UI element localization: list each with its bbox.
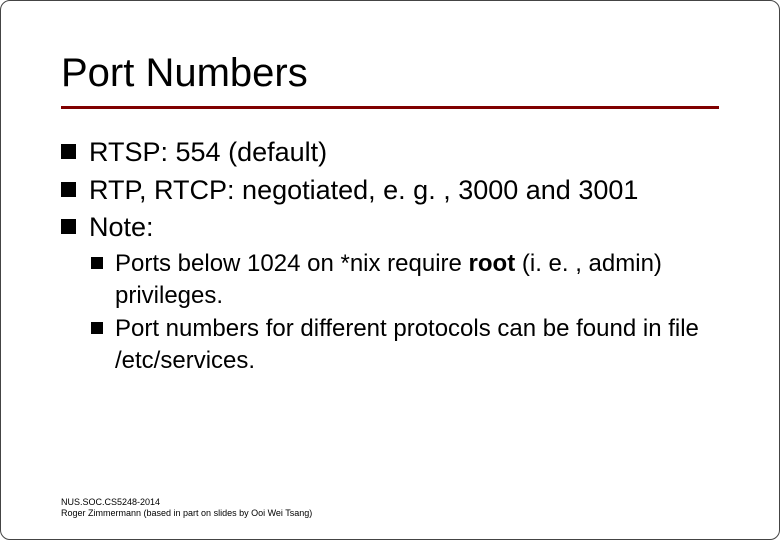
subbullet-bold: root [469, 250, 516, 277]
list-item: Port numbers for different protocols can… [91, 313, 719, 376]
bullet-text: RTP, RTCP: negotiated, e. g. , 3000 and … [89, 175, 638, 205]
slide-footer: NUS.SOC.CS5248-2014 Roger Zimmermann (ba… [61, 497, 312, 520]
bullet-text: Note: [89, 212, 154, 242]
subbullet-pre: Ports below 1024 on *nix require [115, 250, 469, 277]
list-item: RTSP: 554 (default) [61, 135, 719, 171]
list-item: Ports below 1024 on *nix require root (i… [91, 248, 719, 311]
sub-bullet-list: Ports below 1024 on *nix require root (i… [89, 248, 719, 377]
list-item: Note: Ports below 1024 on *nix require r… [61, 210, 719, 376]
subbullet-pre: Port numbers for different protocols can… [115, 315, 699, 374]
list-item: RTP, RTCP: negotiated, e. g. , 3000 and … [61, 173, 719, 209]
footer-line-1: NUS.SOC.CS5248-2014 [61, 497, 312, 508]
footer-line-2: Roger Zimmermann (based in part on slide… [61, 508, 312, 519]
slide: Port Numbers RTSP: 554 (default) RTP, RT… [0, 0, 780, 540]
title-rule [61, 106, 719, 109]
slide-title: Port Numbers [61, 51, 719, 100]
bullet-list: RTSP: 554 (default) RTP, RTCP: negotiate… [61, 135, 719, 377]
bullet-text: RTSP: 554 (default) [89, 137, 327, 167]
